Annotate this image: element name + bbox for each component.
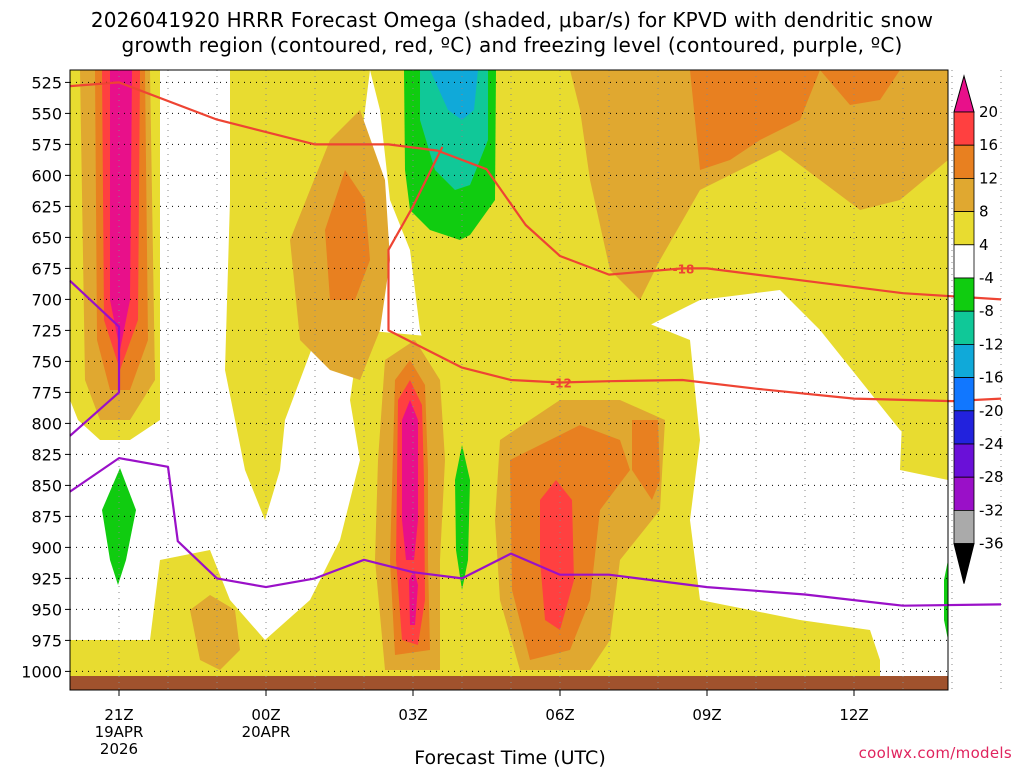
colorbar-tick-label: -8 (979, 302, 994, 320)
y-tick-label: 575 (31, 135, 62, 154)
y-tick-label: 750 (31, 352, 62, 371)
x-tick-label: 00Z (251, 706, 280, 724)
source-credit: coolwx.com/models (858, 744, 1012, 762)
colorbar-swatch (953, 310, 975, 345)
omega-region-gold (190, 595, 240, 670)
y-tick-label: 600 (31, 166, 62, 185)
colorbar-tick-label: -4 (979, 269, 994, 287)
dgz-contour-minus12 (387, 146, 1002, 403)
omega-region-magenta (409, 570, 418, 625)
y-tick-label: 925 (31, 569, 62, 588)
y-tick-label: 700 (31, 290, 62, 309)
omega-region-gold (570, 70, 948, 300)
x-tick-label: 09Z (692, 706, 721, 724)
colorbar-swatch (953, 476, 975, 511)
y-tick-label: 725 (31, 321, 62, 340)
colorbar-swatch (953, 377, 975, 412)
ground-band (70, 676, 948, 690)
colorbar-tick-label: 20 (979, 103, 998, 121)
x-tick-label: 06Z (545, 706, 574, 724)
omega-region-red (540, 480, 574, 630)
y-axis: 525 550 575 600 625 650 675 700 725 750 775 800 825 8… (21, 73, 70, 681)
y-tick-label: 525 (31, 73, 62, 92)
omega-region-green (455, 445, 470, 590)
colorbar-tick-label: 16 (979, 136, 998, 154)
y-tick-label: 650 (31, 228, 62, 247)
omega-region-magenta (110, 70, 132, 350)
freezing-level-contour (69, 279, 121, 437)
colorbar-swatch (953, 410, 975, 445)
y-tick-label: 550 (31, 104, 62, 123)
colorbar-swatch (953, 111, 975, 146)
omega-region-orange (632, 420, 660, 500)
colorbar-tick-label: -28 (979, 468, 1004, 486)
colorbar-swatch (953, 443, 975, 478)
colorbar-tick-label: -36 (979, 535, 1004, 553)
colorbar-over-triangle (953, 74, 975, 113)
dgz-contour-label: -12 (550, 376, 572, 390)
colorbar-tick-label: -24 (979, 435, 1004, 453)
omega-region-magenta (402, 400, 418, 560)
x-tick-label: 03Z (398, 706, 427, 724)
plot-area (70, 70, 948, 690)
x-axis-label: Forecast Time (UTC) (414, 747, 605, 768)
colorbar-swatch (953, 144, 975, 179)
omega-region-yellow (900, 150, 948, 480)
y-tick-label: 675 (31, 259, 62, 278)
colorbar-tick-label: 4 (979, 236, 989, 254)
colorbar-swatch (953, 509, 975, 544)
omega-region-orange (690, 70, 820, 170)
contours: -18 -12 (69, 81, 1002, 607)
colorbar-under-triangle (953, 543, 975, 584)
y-tick-label: 775 (31, 383, 62, 402)
colorbar-swatch (953, 343, 975, 378)
y-tick-label: 850 (31, 476, 62, 495)
y-tick-label: 825 (31, 445, 62, 464)
colorbar-tick-label: -16 (979, 369, 1004, 387)
colorbar: 20 16 12 8 4 -4 -8 -12 -16 -20 -24 -28 -32 -36 (953, 74, 1004, 584)
omega-region-yellow (70, 330, 880, 676)
y-tick-label: 875 (31, 507, 62, 526)
colorbar-swatch (953, 177, 975, 212)
x-tick-label: 12Z (839, 706, 868, 724)
x-tick-date: 19APR (95, 723, 144, 741)
chart-title-line-1: 2026041920 HRRR Forecast Omega (shaded, … (90, 8, 934, 32)
colorbar-swatch (953, 277, 975, 312)
dgz-contour-label: -18 (673, 262, 695, 276)
y-tick-label: 975 (31, 631, 62, 650)
omega-shading (70, 70, 948, 676)
omega-region-green (944, 560, 948, 640)
colorbar-swatch (953, 244, 975, 279)
x-tick-year: 2026 (100, 740, 138, 758)
colorbar-swatch (953, 211, 975, 246)
y-tick-label: 800 (31, 414, 62, 433)
colorbar-tick-label: -20 (979, 402, 1004, 420)
y-tick-label: 900 (31, 538, 62, 557)
y-tick-label: 1000 (21, 662, 62, 681)
colorbar-tick-label: 12 (979, 169, 998, 187)
colorbar-tick-label: -12 (979, 335, 1004, 353)
x-tick-date: 20APR (242, 723, 291, 741)
x-tick-label: 21Z (104, 706, 133, 724)
colorbar-tick-label: 8 (979, 203, 989, 221)
omega-region-orange (820, 70, 900, 105)
freezing-level-contour (69, 457, 1002, 607)
omega-region-orange (325, 170, 370, 300)
y-tick-label: 625 (31, 197, 62, 216)
colorbar-tick-label: -32 (979, 501, 1004, 519)
chart-title-line-2: growth region (contoured, red, ºC) and f… (121, 33, 903, 57)
y-tick-label: 950 (31, 600, 62, 619)
dgz-contour-minus18 (69, 81, 1002, 301)
plot-frame (69, 69, 949, 691)
